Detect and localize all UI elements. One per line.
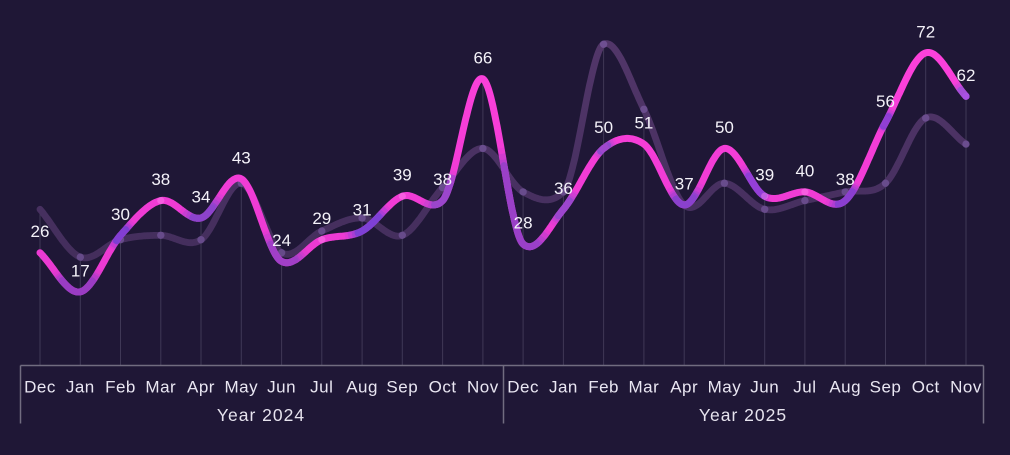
svg-text:Sep: Sep xyxy=(386,378,418,397)
svg-text:29: 29 xyxy=(312,209,331,228)
svg-text:56: 56 xyxy=(876,92,895,111)
svg-text:40: 40 xyxy=(795,161,814,180)
svg-text:Year 2025: Year 2025 xyxy=(699,405,787,425)
svg-text:72: 72 xyxy=(916,22,935,41)
svg-text:50: 50 xyxy=(594,118,613,137)
svg-text:51: 51 xyxy=(634,114,653,133)
svg-text:43: 43 xyxy=(232,148,251,167)
svg-text:28: 28 xyxy=(514,214,533,233)
svg-text:26: 26 xyxy=(31,222,50,241)
svg-text:24: 24 xyxy=(272,231,291,250)
svg-text:Dec: Dec xyxy=(24,378,56,397)
svg-text:Nov: Nov xyxy=(467,378,499,397)
svg-text:31: 31 xyxy=(353,201,372,220)
svg-text:50: 50 xyxy=(715,118,734,137)
svg-text:Jul: Jul xyxy=(310,378,333,397)
svg-text:38: 38 xyxy=(433,170,452,189)
svg-text:Aug: Aug xyxy=(829,378,861,397)
svg-text:Jun: Jun xyxy=(267,378,296,397)
svg-text:Oct: Oct xyxy=(912,378,940,397)
svg-text:Mar: Mar xyxy=(145,378,176,397)
svg-text:Mar: Mar xyxy=(629,378,660,397)
svg-text:Jun: Jun xyxy=(750,378,779,397)
svg-text:Dec: Dec xyxy=(507,378,539,397)
svg-text:Oct: Oct xyxy=(429,378,457,397)
svg-text:17: 17 xyxy=(71,261,90,280)
svg-text:Jan: Jan xyxy=(549,378,578,397)
svg-text:Jul: Jul xyxy=(793,378,816,397)
svg-text:37: 37 xyxy=(675,174,694,193)
svg-text:Feb: Feb xyxy=(588,378,619,397)
svg-text:38: 38 xyxy=(151,170,170,189)
svg-text:62: 62 xyxy=(957,66,976,85)
svg-text:39: 39 xyxy=(755,166,774,185)
svg-text:36: 36 xyxy=(554,179,573,198)
svg-text:Sep: Sep xyxy=(870,378,902,397)
svg-text:Jan: Jan xyxy=(66,378,95,397)
svg-text:Feb: Feb xyxy=(105,378,136,397)
svg-text:39: 39 xyxy=(393,166,412,185)
svg-text:Apr: Apr xyxy=(670,378,698,397)
svg-text:34: 34 xyxy=(192,188,211,207)
svg-text:May: May xyxy=(224,378,258,397)
svg-text:Year 2024: Year 2024 xyxy=(217,405,305,425)
svg-text:38: 38 xyxy=(836,170,855,189)
svg-text:May: May xyxy=(708,378,742,397)
svg-text:30: 30 xyxy=(111,205,130,224)
svg-text:Aug: Aug xyxy=(346,378,378,397)
svg-text:Nov: Nov xyxy=(950,378,982,397)
svg-text:66: 66 xyxy=(473,48,492,67)
svg-text:Apr: Apr xyxy=(187,378,215,397)
